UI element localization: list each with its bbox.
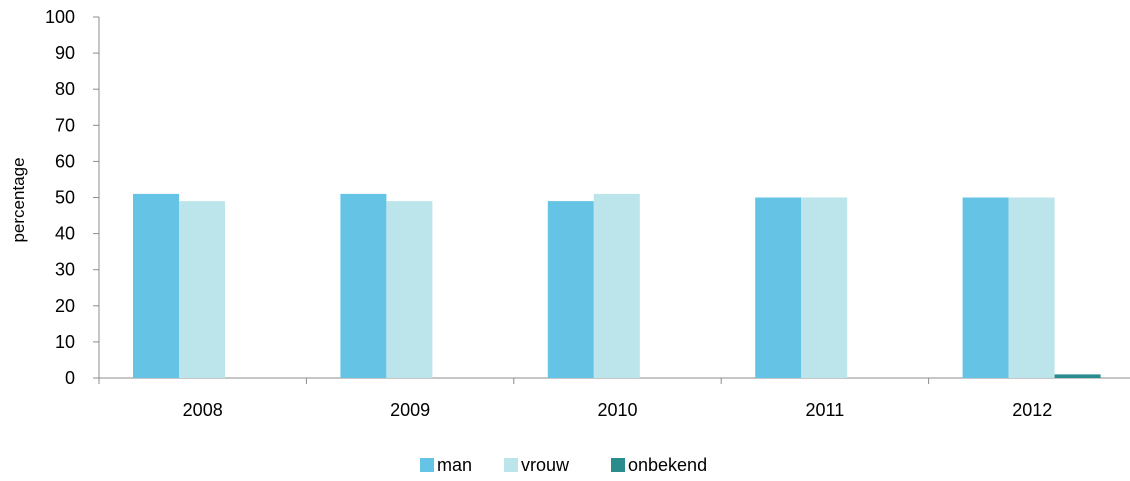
y-tick-label: 30 xyxy=(55,260,75,280)
bars-group xyxy=(133,193,1101,378)
bar-vrouw-2009 xyxy=(386,201,433,378)
bar-man-2010 xyxy=(547,201,594,378)
legend-label-vrouw: vrouw xyxy=(521,455,570,475)
bar-vrouw-2012 xyxy=(1008,197,1055,378)
y-axis-title: percentage xyxy=(9,157,28,242)
y-tick-label: 0 xyxy=(65,368,75,388)
y-tick-label: 40 xyxy=(55,224,75,244)
legend-swatch-man xyxy=(420,458,434,472)
bar-onbekend-2012 xyxy=(1054,374,1101,378)
legend: man vrouw onbekend xyxy=(420,455,707,475)
y-tick-label: 60 xyxy=(55,151,75,171)
y-axis-title-group: percentage xyxy=(9,157,28,242)
bar-vrouw-2011 xyxy=(801,197,848,378)
bar-vrouw-2008 xyxy=(179,201,225,378)
bar-man-2008 xyxy=(133,193,179,378)
y-axis: 0 10 20 30 40 50 60 70 80 90 100 xyxy=(45,7,100,388)
x-tick-label: 2009 xyxy=(390,400,430,420)
x-tick-label: 2010 xyxy=(597,400,637,420)
x-tick-label: 2008 xyxy=(183,400,223,420)
legend-label-man: man xyxy=(437,455,472,475)
bar-man-2012 xyxy=(962,197,1009,378)
y-tick-label: 80 xyxy=(55,79,75,99)
y-tick-label: 20 xyxy=(55,296,75,316)
x-tick-label: 2012 xyxy=(1012,400,1052,420)
bar-vrouw-2010 xyxy=(593,193,640,378)
bar-man-2009 xyxy=(340,193,387,378)
y-tick-label: 100 xyxy=(45,7,75,27)
bar-man-2011 xyxy=(755,197,802,378)
y-tick-label: 70 xyxy=(55,115,75,135)
legend-label-onbekend: onbekend xyxy=(628,455,707,475)
x-tick-label: 2011 xyxy=(806,400,845,420)
legend-swatch-onbekend xyxy=(611,458,625,472)
legend-swatch-vrouw xyxy=(504,458,518,472)
y-tick-label: 50 xyxy=(55,188,75,208)
y-tick-label: 10 xyxy=(55,332,75,352)
y-tick-label: 90 xyxy=(55,43,75,63)
x-axis: 2008 2009 2010 2011 2012 xyxy=(98,377,1130,420)
